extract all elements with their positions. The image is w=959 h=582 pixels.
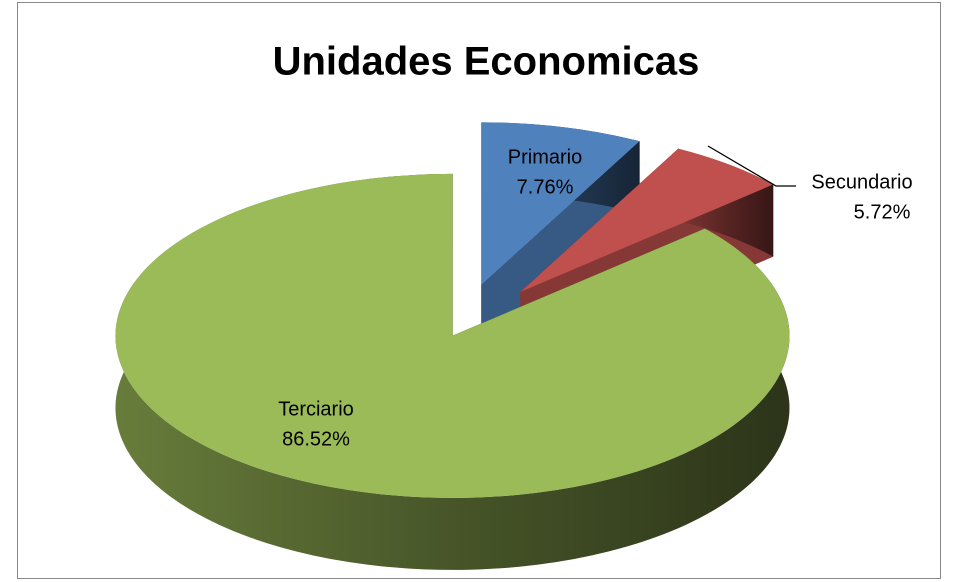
slice-label-value: 86.52% <box>282 428 350 450</box>
pie <box>115 122 790 570</box>
slice-label-value: 5.72% <box>854 201 911 223</box>
slice <box>520 148 774 292</box>
slice-label-name: Primario <box>508 146 582 168</box>
chart-title: Unidades Economicas <box>273 40 700 84</box>
slice-label-name: Terciario <box>278 398 354 420</box>
leader-line <box>707 145 796 187</box>
slice-label-value: 7.76% <box>517 176 574 198</box>
slice <box>115 173 790 498</box>
slice <box>481 122 640 285</box>
slice-label-name: Secundario <box>811 171 912 193</box>
labels: Primario 7.76% Secundario 5.72% Terciario 86.… <box>278 145 913 450</box>
